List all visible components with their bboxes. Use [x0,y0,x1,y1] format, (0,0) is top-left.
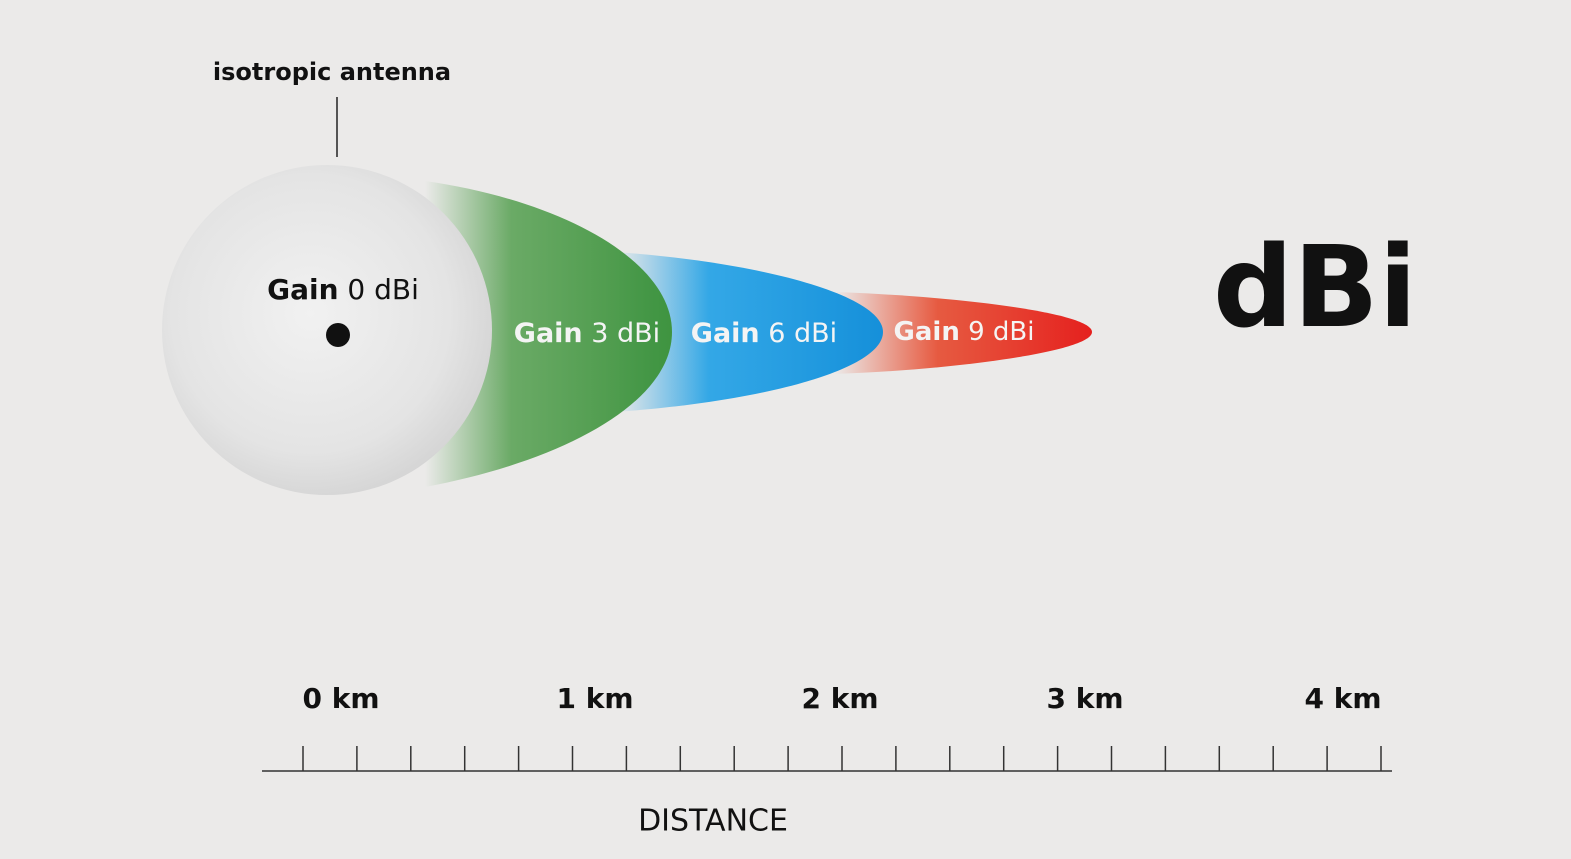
distance-label: 2 km [801,682,878,715]
distance-label: 1 km [556,682,633,715]
title: dBi [1213,223,1417,353]
axis-label: DISTANCE [638,804,788,839]
gain-value: 6 dBi [768,318,837,349]
distance-label: 4 km [1304,682,1381,715]
distance-label: 3 km [1046,682,1123,715]
gain-label: Gain 9 dBi [894,317,1035,347]
gain-value: 3 dBi [591,318,660,349]
gain-value: 0 dBi [347,273,418,306]
antenna-dot [326,323,350,347]
gain-label: Gain 0 dBi [267,273,419,306]
gain-label: Gain 3 dBi [514,318,660,349]
isotropic-sphere [162,165,492,495]
gain-word: Gain [267,273,338,306]
lobe-3 [425,181,672,487]
gain-value: 9 dBi [968,317,1034,347]
distance-label: 0 km [302,682,379,715]
lobe-9 [835,292,1092,374]
gain-label: Gain 6 dBi [691,318,837,349]
gain-word: Gain [894,317,960,347]
distance-scale: 0 km 1 km 2 km 3 km 4 km [262,682,1392,772]
gain-word: Gain [691,318,760,349]
annotation: isotropic antenna [213,58,451,86]
lobe-6 [615,252,883,412]
gain-word: Gain [514,318,583,349]
